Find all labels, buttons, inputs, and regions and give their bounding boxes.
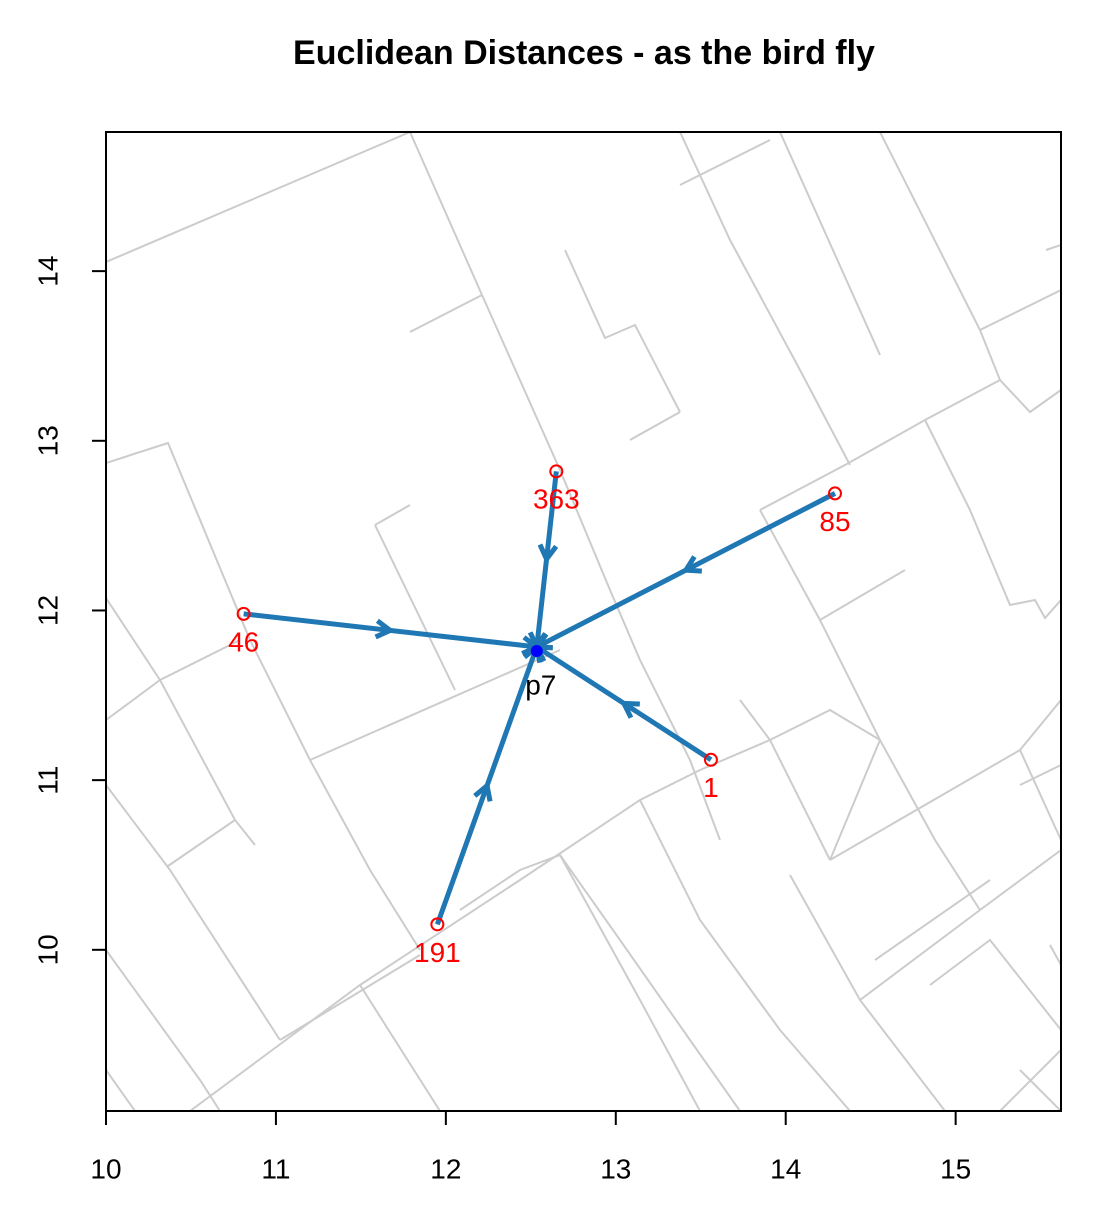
center-label: p7 (525, 669, 556, 700)
point-label: 363 (533, 484, 580, 515)
y-tick-label: 13 (32, 425, 63, 456)
x-tick-label: 11 (261, 1153, 290, 1184)
point (703, 752, 718, 767)
chart-title: Euclidean Distances - as the bird fly (293, 34, 875, 72)
point (827, 486, 842, 501)
point-label: 191 (414, 937, 461, 968)
y-tick-label: 12 (32, 595, 63, 626)
point (430, 917, 445, 932)
arrow-head (681, 555, 703, 574)
point-label: 85 (819, 506, 850, 537)
x-tick-label: 14 (770, 1153, 801, 1184)
y-tick-label: 14 (32, 256, 63, 287)
plot-frame (105, 131, 1062, 1112)
x-tick-label: 12 (430, 1153, 461, 1184)
point (549, 464, 564, 479)
street-map (106, 132, 1061, 1111)
y-tick-label: 11 (32, 766, 63, 795)
arrow-head (374, 618, 396, 640)
y-tick-label: 10 (32, 934, 63, 965)
arrow-head (473, 781, 493, 802)
x-tick-label: 13 (600, 1153, 631, 1184)
x-tick-label: 10 (90, 1153, 121, 1184)
center-point (530, 644, 543, 657)
point-label: 46 (228, 626, 259, 657)
arrow-head (619, 700, 640, 719)
x-tick-label: 15 (940, 1153, 971, 1184)
arrow-head (537, 543, 559, 565)
point-label: 1 (703, 772, 719, 803)
point (236, 606, 251, 621)
